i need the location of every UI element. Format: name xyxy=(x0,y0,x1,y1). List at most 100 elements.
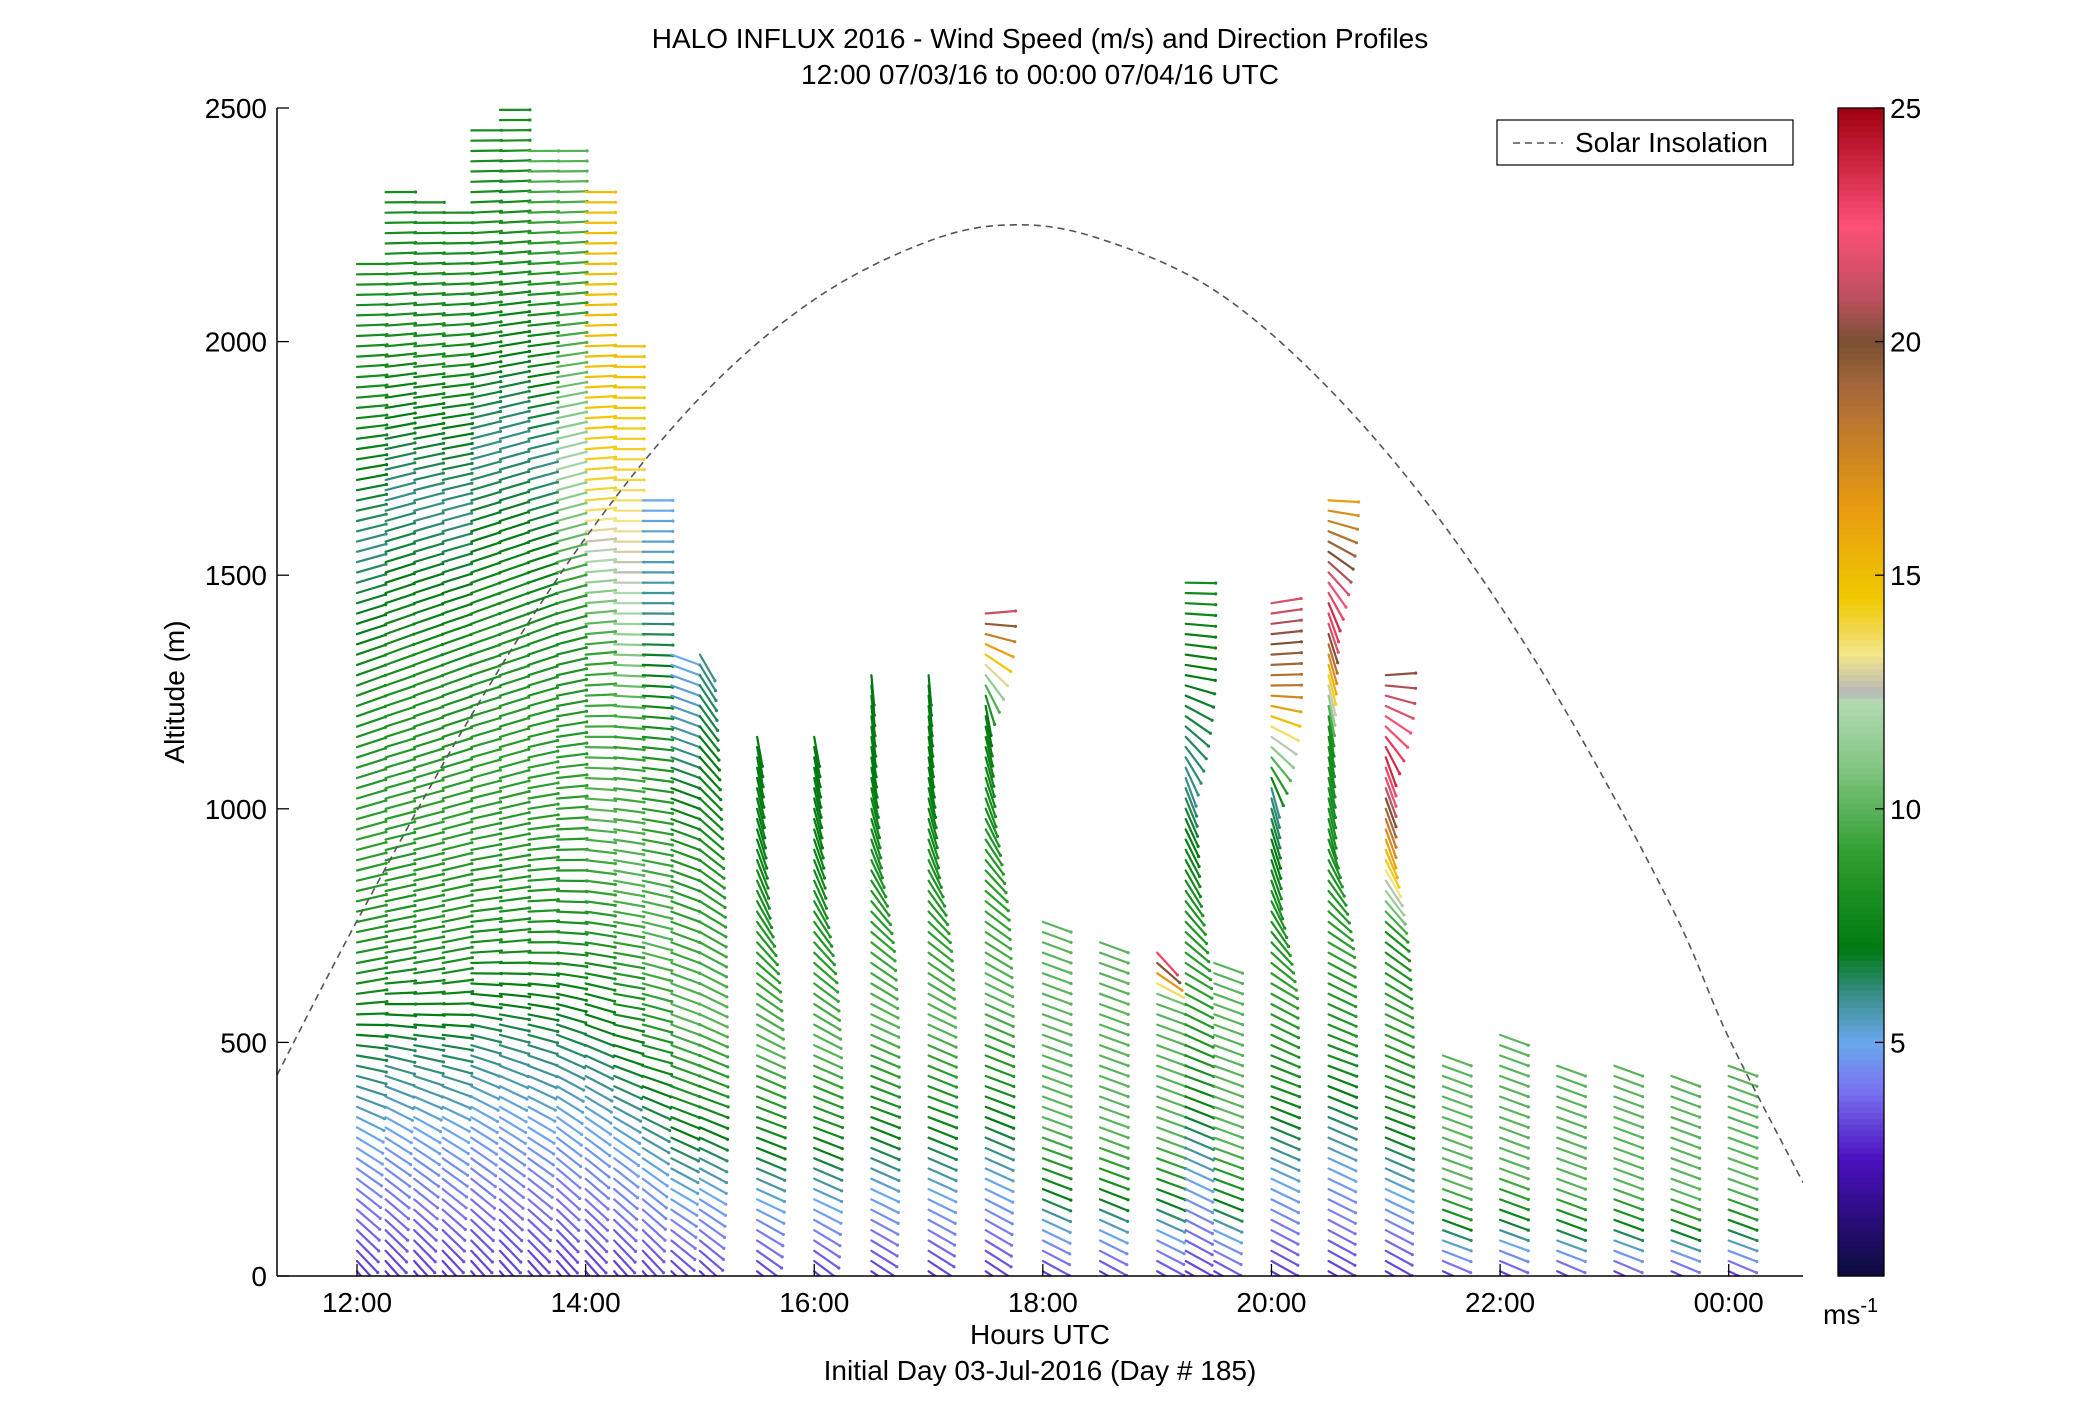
wind-vector xyxy=(470,480,502,492)
wind-vector xyxy=(441,1229,466,1253)
wind-vector xyxy=(1327,797,1337,829)
wind-vector xyxy=(498,896,531,903)
wind-vector xyxy=(1270,1002,1300,1020)
wind-vector-tip xyxy=(1354,1005,1358,1009)
wind-vector xyxy=(355,283,389,286)
wind-vector-tip xyxy=(693,1257,697,1261)
wind-vector xyxy=(355,453,388,461)
wind-vector xyxy=(527,887,560,893)
wind-vector-tip xyxy=(552,1152,556,1156)
wind-vector xyxy=(527,1105,556,1123)
wind-vector xyxy=(384,392,417,399)
wind-vector-tip xyxy=(1004,891,1008,895)
wind-vector-tip xyxy=(376,1260,380,1264)
wind-vector-tip xyxy=(955,1126,959,1130)
wind-vector xyxy=(670,756,701,769)
colorbar-segment xyxy=(1838,861,1884,868)
colorbar-segment xyxy=(1838,762,1884,769)
wind-vector xyxy=(355,1218,381,1242)
wind-vector-tip xyxy=(642,946,646,950)
wind-vector xyxy=(470,470,502,481)
wind-vector-tip xyxy=(1286,944,1291,949)
wind-vector xyxy=(1327,972,1357,989)
wind-vector xyxy=(670,653,701,667)
wind-vector xyxy=(584,889,617,897)
wind-vector-tip xyxy=(434,1249,438,1253)
wind-vector xyxy=(527,491,559,502)
wind-vector xyxy=(1213,1064,1244,1078)
wind-vector xyxy=(355,503,388,512)
wind-vector-tip xyxy=(470,862,474,866)
wind-vector xyxy=(498,696,530,708)
wind-vector xyxy=(413,914,445,924)
wind-vector-tip xyxy=(437,1173,441,1177)
wind-vector xyxy=(470,800,502,810)
wind-vector-tip xyxy=(442,332,446,336)
wind-vector xyxy=(755,1249,783,1270)
wind-vector-tip xyxy=(1332,775,1337,779)
wind-vector xyxy=(1670,1239,1701,1252)
wind-vector xyxy=(555,311,589,317)
wind-vector-tip xyxy=(499,340,503,344)
wind-vector xyxy=(498,612,530,625)
wind-vector xyxy=(355,757,387,769)
wind-vector-tip xyxy=(1125,1263,1129,1267)
wind-vector xyxy=(1384,1054,1415,1069)
wind-vector-tip xyxy=(662,1260,666,1264)
colorbar-segment xyxy=(1838,487,1884,495)
wind-vector xyxy=(555,848,589,852)
wind-vector xyxy=(1670,1136,1701,1150)
wind-vector xyxy=(441,990,474,995)
wind-vector-tip xyxy=(553,1108,557,1112)
wind-vector xyxy=(384,862,416,872)
wind-vector xyxy=(527,622,558,636)
wind-vector xyxy=(1213,1116,1244,1129)
wind-vector xyxy=(498,440,530,451)
wind-vector xyxy=(927,1033,958,1049)
wind-vector-tip xyxy=(1394,784,1398,788)
wind-vector xyxy=(613,745,646,751)
wind-vector xyxy=(1156,1033,1187,1047)
wind-vector-tip xyxy=(577,1228,581,1232)
wind-vector xyxy=(470,874,503,882)
wind-vector xyxy=(584,1198,609,1221)
wind-vector xyxy=(555,784,589,790)
wind-vector xyxy=(555,512,588,523)
colorbar-segment xyxy=(1838,207,1884,214)
colorbar-segment xyxy=(1838,341,1884,349)
wind-vector-tip xyxy=(470,521,474,525)
wind-vector xyxy=(984,1259,1011,1276)
colorbar-segment xyxy=(1838,814,1884,822)
wind-vector-tip xyxy=(614,190,618,194)
wind-vector xyxy=(1327,684,1337,716)
wind-vector xyxy=(1156,951,1179,977)
wind-vector xyxy=(413,481,445,492)
wind-vector-tip xyxy=(1346,912,1350,916)
wind-vector xyxy=(613,776,646,783)
wind-vector xyxy=(498,280,531,286)
wind-vector-tip xyxy=(555,696,560,700)
wind-vector-tip xyxy=(1755,1259,1759,1264)
wind-vector-tip xyxy=(435,1227,439,1232)
wind-vector-tip xyxy=(613,820,618,824)
wind-vector xyxy=(470,1229,494,1253)
wind-vector xyxy=(384,1177,411,1199)
wind-vector xyxy=(984,766,996,798)
wind-vector-tip xyxy=(556,738,560,743)
wind-vector xyxy=(755,1105,787,1119)
colorbar-segment xyxy=(1838,1141,1884,1149)
wind-vector xyxy=(1270,1074,1301,1088)
colorbar-segment xyxy=(1838,259,1884,267)
wind-vector-tip xyxy=(762,805,766,809)
wind-vector xyxy=(1556,1270,1571,1276)
wind-vector-tip xyxy=(499,853,503,857)
wind-vector-tip xyxy=(1354,1116,1358,1120)
wind-vector-tip xyxy=(1342,894,1346,898)
wind-vector xyxy=(413,272,446,276)
wind-vector xyxy=(641,1064,673,1076)
wind-vector xyxy=(984,1002,1015,1018)
wind-vector-tip xyxy=(724,955,728,959)
wind-vector-tip xyxy=(1011,1014,1015,1019)
wind-vector-tip xyxy=(552,1130,557,1134)
